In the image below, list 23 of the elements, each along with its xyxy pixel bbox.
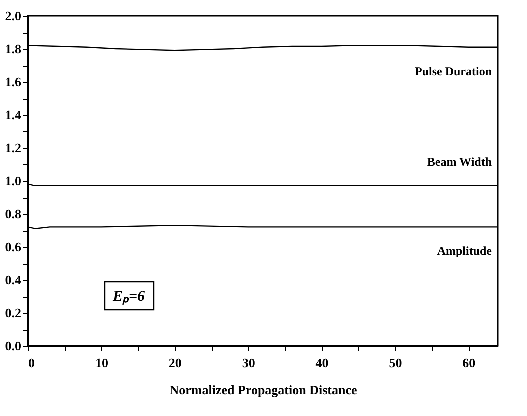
x-tick-label: 50	[389, 356, 402, 370]
y-tick-label: 1.8	[5, 42, 22, 56]
y-tick-label: 1.6	[5, 74, 22, 90]
y-tick-label: 0.8	[5, 206, 22, 222]
annotation: Eₚ=6	[112, 289, 146, 305]
y-tick-label: 1.4	[5, 108, 22, 122]
x-tick-label: 40	[316, 356, 329, 370]
y-tick-label: 1.2	[5, 140, 22, 156]
series-label: Amplitude	[437, 244, 493, 258]
x-tick-label: 20	[168, 356, 182, 370]
y-tick-label: 0.4	[5, 272, 22, 288]
series-label: Beam Width	[427, 154, 492, 169]
x-tick-label: 30	[242, 356, 256, 370]
x-axis-title: Normalized Propagation Distance	[170, 382, 358, 398]
y-tick-label: 0.6	[5, 240, 22, 254]
series-label: Pulse Duration	[414, 64, 492, 78]
y-tick-label: 0.0	[5, 338, 22, 354]
x-tick-label: 0	[28, 356, 35, 370]
y-tick-label: 1.0	[5, 174, 22, 188]
y-tick-label: 0.2	[5, 306, 22, 320]
x-tick-label: 60	[462, 356, 476, 370]
y-tick-label: 2.0	[5, 8, 22, 24]
x-tick-label: 10	[95, 356, 108, 370]
